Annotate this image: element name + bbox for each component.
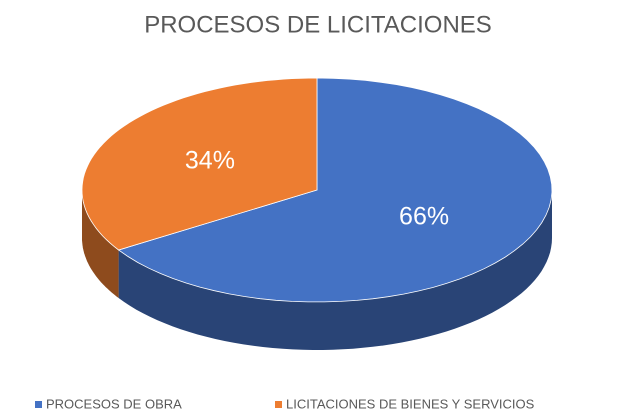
- legend-swatch: [35, 401, 42, 408]
- legend: PROCESOS DE OBRA LICITACIONES DE BIENES Y…: [35, 396, 535, 411]
- slice-side: [82, 190, 119, 298]
- data-label: 66%: [399, 203, 449, 231]
- legend-swatch: [275, 401, 282, 408]
- legend-label: LICITACIONES DE BIENES Y SERVICIOS: [286, 396, 535, 411]
- pie: [81, 77, 553, 350]
- slice: [117, 77, 553, 303]
- legend-label: PROCESOS DE OBRA: [46, 396, 182, 411]
- data-label: 34%: [185, 147, 235, 175]
- chart-title: PROCESOS DE LICITACIONES: [144, 11, 492, 38]
- slice-side: [118, 190, 552, 350]
- labels: 66% 34%: [185, 147, 449, 231]
- slice: [81, 77, 318, 251]
